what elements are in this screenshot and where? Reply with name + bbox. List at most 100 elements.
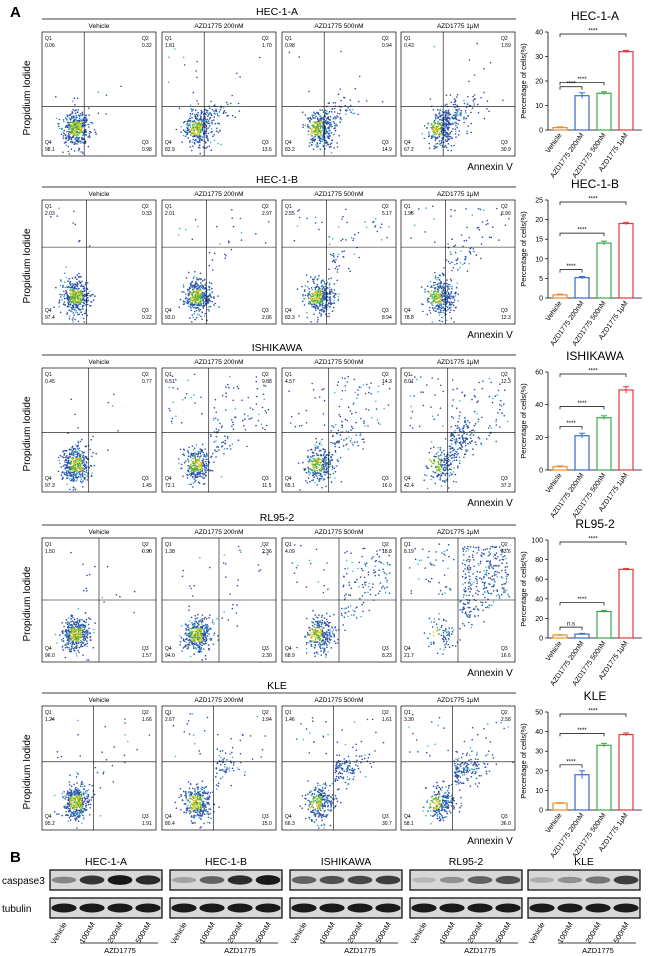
significance-bracket: **** [559, 759, 583, 768]
quadrant-value: 78.8 [404, 315, 414, 321]
quadrant-name: Q1 [404, 542, 411, 548]
quadrant-name: Q3 [262, 814, 269, 820]
y-tick-label: 10 [535, 788, 543, 795]
caspase3-strip [289, 869, 403, 891]
bar [596, 242, 612, 299]
drug-label: AZD1775 [582, 946, 614, 955]
significance-label: **** [577, 401, 587, 407]
quadrant-value: 1.45 [142, 483, 152, 489]
quadrant-value: 30.7 [382, 821, 392, 827]
condition-label: Vehicle [89, 23, 110, 30]
quadrant-name: Q1 [45, 204, 52, 210]
quadrant-name: Q2 [501, 204, 508, 210]
scatter-events [410, 205, 510, 323]
quadrant-name: Q3 [142, 646, 149, 652]
condition-label: AZD1775 200nM [194, 697, 243, 704]
drug-label: AZD1775 [344, 946, 376, 955]
condition-label: AZD1775 500nM [314, 697, 363, 704]
quadrant-name: Q2 [262, 204, 269, 210]
quadrant-name: Q4 [285, 646, 292, 652]
tubulin-band [529, 903, 555, 913]
quadrant-value: 2.97 [262, 211, 272, 217]
flow-row-title: ISHIKAWA [252, 342, 303, 354]
lane-label: 500nM [253, 921, 272, 945]
quadrant-value: 93.0 [165, 315, 175, 321]
quadrant-name: Q4 [404, 308, 411, 314]
quadrant-name: Q1 [165, 36, 172, 42]
tubulin-band [439, 903, 465, 913]
lane-label: Vehicle [49, 921, 69, 946]
caspase3-band [467, 876, 493, 884]
quadrant-value: 0.06 [45, 43, 55, 49]
quadrant-name: Q2 [142, 204, 149, 210]
y-tick-label: 0 [539, 808, 543, 815]
bar [618, 733, 634, 811]
quadrant-name: Q1 [45, 542, 52, 548]
caspase3-band [171, 877, 197, 883]
lane-label: Vehicle [409, 921, 429, 946]
drug-label: AZD1775 [464, 946, 496, 955]
quadrant-name: Q4 [45, 646, 52, 652]
quadrant-value: 18.8 [382, 549, 392, 555]
quadrant-value: 4.57 [285, 379, 295, 385]
quadrant-value: 12.3 [501, 315, 511, 321]
chart-title: KLE [584, 689, 607, 703]
quadrant-value: 2.55 [285, 211, 295, 217]
y-tick-label: 30 [535, 749, 543, 756]
flow-cytometry-panels: HEC-1-A Propidium Iodide Annexin V Vehicle Q… [22, 6, 516, 847]
quadrant-value: 67.2 [404, 147, 414, 153]
caspase3-band [375, 875, 401, 885]
significance-bracket: **** [559, 77, 605, 86]
lane-label: 100nM [197, 921, 216, 945]
plot-frame [41, 199, 157, 325]
blot-cell-label: HEC-1-B [205, 856, 247, 868]
quadrant-value: 66.3 [285, 821, 295, 827]
plot-frame [41, 31, 157, 157]
quadrant-value: 0.45 [45, 379, 55, 385]
tubulin-band [467, 903, 493, 913]
quadrant-name: Q4 [45, 814, 52, 820]
quadrant-value: 1.61 [382, 717, 392, 723]
tubulin-strip [409, 897, 523, 919]
scatter-events [293, 208, 390, 323]
quadrant-value: 0.22 [142, 315, 152, 321]
bar [552, 802, 568, 811]
quadrant-name: Q1 [45, 36, 52, 42]
significance-bracket: **** [559, 264, 583, 273]
quadrant-value: 95.2 [45, 821, 55, 827]
flow-row-title: HEC-1-B [256, 174, 298, 186]
quadrant-name: Q2 [142, 36, 149, 42]
quadrant-value: 1.81 [165, 43, 175, 49]
condition-label: AZD1775 1μM [437, 359, 479, 366]
quadrant-name: Q3 [501, 140, 508, 146]
lane-label: 200nM [225, 921, 244, 945]
quadrant-value: 53.6 [501, 549, 511, 555]
quadrant-value: 98.1 [45, 147, 55, 153]
bar [574, 435, 590, 471]
condition-label: AZD1775 200nM [194, 23, 243, 30]
scatter-events [296, 717, 385, 829]
quadrant-value: 1.38 [165, 549, 175, 555]
y-tick-label: 40 [535, 729, 543, 736]
plot-frame [41, 705, 157, 831]
quadrant-value: 1.59 [501, 43, 511, 49]
quadrant-value: 8.23 [382, 653, 392, 659]
quadrant-value: 3.30 [404, 717, 414, 723]
quadrant-value: 4.09 [285, 549, 295, 555]
tubulin-strip [169, 897, 283, 919]
quadrant-value: 97.3 [45, 483, 55, 489]
quadrant-value: 83.2 [285, 147, 295, 153]
panel-label-b: B [10, 849, 21, 866]
quadrant-value: 16.0 [382, 483, 392, 489]
scatter-events [408, 713, 514, 825]
bar-chart: RL95-2 Percentage of cells(%) 0 20 40 60 80 100… [519, 517, 642, 687]
